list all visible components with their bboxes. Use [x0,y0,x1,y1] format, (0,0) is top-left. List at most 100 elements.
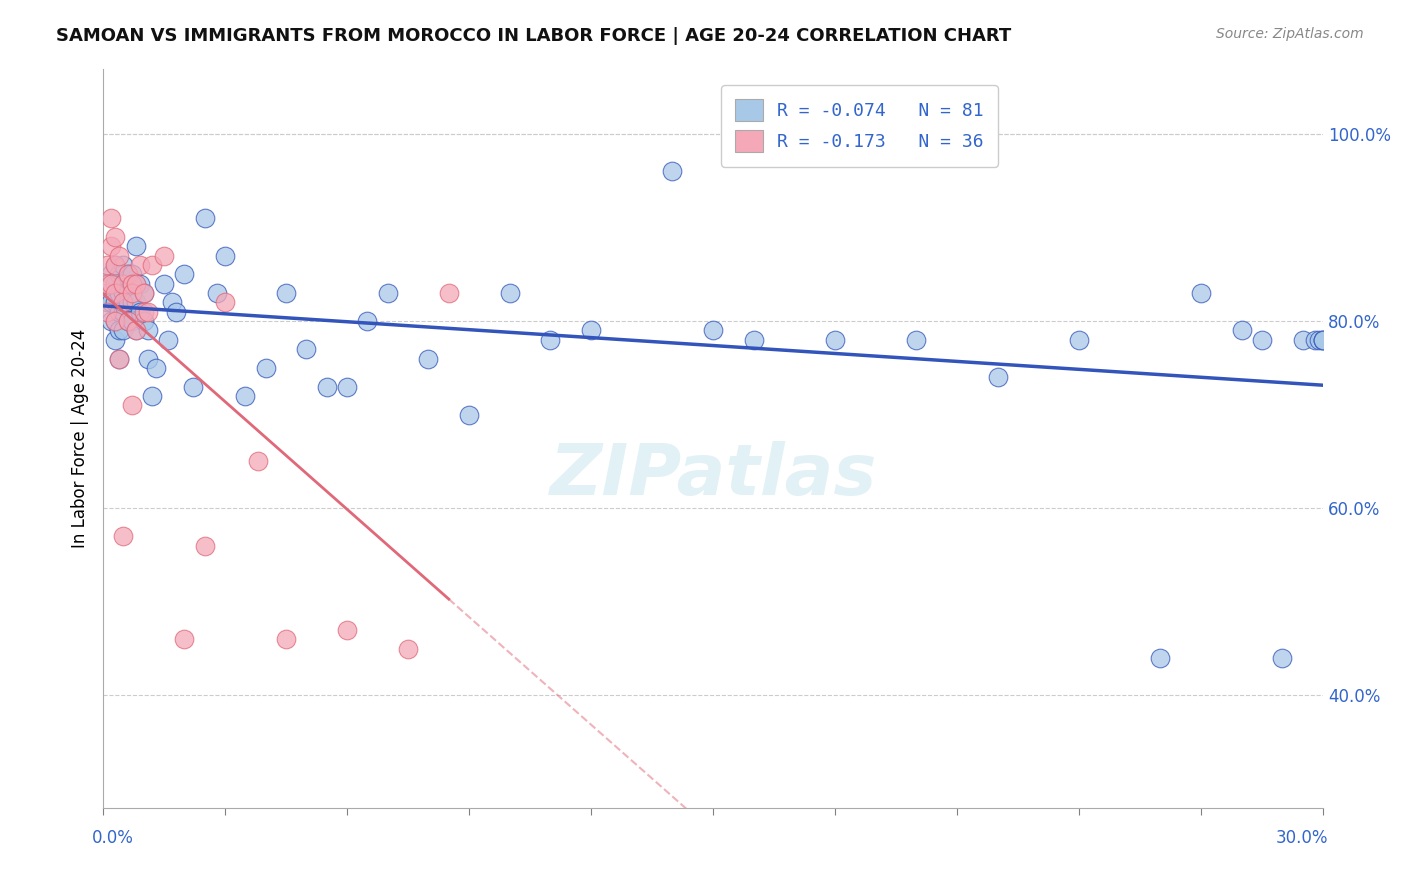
Point [104,258,127,272]
Point [100,295,122,310]
Point [117,268,139,282]
Text: Source: ZipAtlas.com: Source: ZipAtlas.com [1216,27,1364,41]
Point [141,389,163,403]
Point [128,305,150,319]
Point [117,314,139,328]
Point [141,258,163,272]
Point [100,314,122,328]
Point [108,323,131,337]
Point [124,323,146,337]
Point [336,623,359,637]
Point [108,268,131,282]
Point [104,314,127,328]
Point [100,277,122,291]
Point [1308,333,1330,347]
Point [121,314,143,328]
Point [100,239,122,253]
Point [1271,651,1294,665]
Point [173,632,195,647]
Point [1189,286,1212,301]
Point [702,323,724,337]
Point [396,641,419,656]
Point [112,305,135,319]
Point [145,360,167,375]
Point [173,268,195,282]
Point [108,286,131,301]
Point [112,295,135,310]
Point [153,277,176,291]
Point [112,529,135,543]
Point [336,379,359,393]
Point [96,295,118,310]
Point [96,305,118,319]
Point [205,286,228,301]
Point [214,295,236,310]
Point [824,333,846,347]
Point [579,323,602,337]
Point [108,305,131,319]
Point [104,230,127,244]
Y-axis label: In Labor Force | Age 20-24: In Labor Force | Age 20-24 [72,328,89,548]
Point [112,258,135,272]
Point [295,342,318,356]
Text: SAMOAN VS IMMIGRANTS FROM MOROCCO IN LABOR FORCE | AGE 20-24 CORRELATION CHART: SAMOAN VS IMMIGRANTS FROM MOROCCO IN LAB… [56,27,1011,45]
Point [136,305,159,319]
Point [124,295,146,310]
Point [108,351,131,366]
Point [987,370,1010,384]
Point [121,295,143,310]
Point [276,286,298,301]
Point [121,286,143,301]
Point [162,295,184,310]
Point [104,295,127,310]
Point [112,323,135,337]
Point [136,351,159,366]
Point [104,258,127,272]
Point [1312,333,1334,347]
Point [104,333,127,347]
Point [121,277,143,291]
Point [96,277,118,291]
Text: 30.0%: 30.0% [1277,830,1329,847]
Point [246,454,269,468]
Point [117,314,139,328]
Point [1312,333,1334,347]
Point [153,249,176,263]
Point [132,286,155,301]
Point [128,258,150,272]
Point [165,305,187,319]
Point [742,333,765,347]
Point [499,286,522,301]
Point [104,277,127,291]
Point [1251,333,1274,347]
Point [276,632,298,647]
Point [100,211,122,226]
Point [194,211,217,226]
Point [124,239,146,253]
Point [194,539,217,553]
Point [117,286,139,301]
Point [132,286,155,301]
Point [100,268,122,282]
Point [96,286,118,301]
Point [458,408,481,422]
Point [181,379,204,393]
Legend: R = -0.074   N = 81, R = -0.173   N = 36: R = -0.074 N = 81, R = -0.173 N = 36 [721,85,998,167]
Point [128,277,150,291]
Point [124,277,146,291]
Point [117,295,139,310]
Point [1312,333,1334,347]
Point [214,249,236,263]
Point [104,314,127,328]
Point [661,164,683,178]
Point [315,379,337,393]
Text: 0.0%: 0.0% [91,830,134,847]
Point [1292,333,1315,347]
Point [112,286,135,301]
Point [121,398,143,412]
Point [418,351,440,366]
Text: ZIPatlas: ZIPatlas [550,441,877,509]
Point [96,258,118,272]
Point [112,277,135,291]
Point [124,323,146,337]
